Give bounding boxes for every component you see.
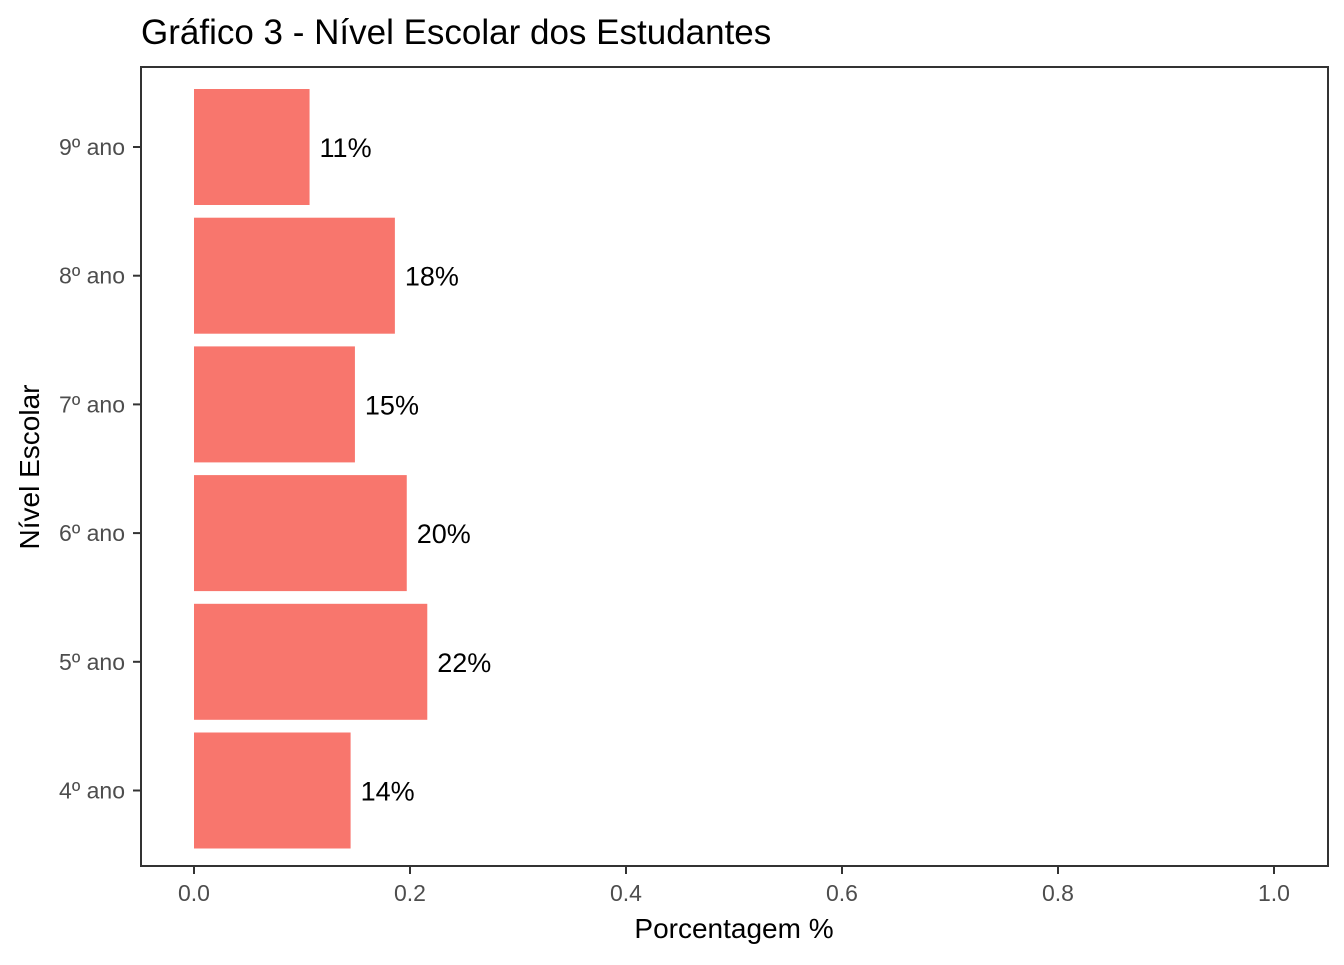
bars-layer: 14% 22% 20% 15% 18% 11% [194, 89, 491, 849]
x-tick-label-5: 1.0 [1258, 880, 1290, 906]
y-tick-label-8ano: 8º ano [59, 263, 125, 289]
x-tick-label-2: 0.4 [610, 880, 642, 906]
y-tick-labels: 4º ano 5º ano 6º ano 7º ano 8º ano 9º ano [59, 134, 141, 804]
x-tick-label-4: 0.8 [1042, 880, 1074, 906]
bar-4ano [194, 732, 351, 849]
x-tick-label-0: 0.0 [178, 880, 210, 906]
y-tick-label-4ano: 4º ano [59, 778, 125, 804]
x-axis-title: Porcentagem % [634, 913, 833, 944]
x-ticks: 0.0 0.2 0.4 0.6 0.8 1.0 [178, 866, 1290, 906]
bar-7ano [194, 346, 355, 463]
x-tick-label-3: 0.6 [826, 880, 858, 906]
data-label-4ano: 14% [361, 777, 415, 807]
bar-5ano [194, 603, 428, 720]
x-tick-label-1: 0.2 [394, 880, 426, 906]
y-tick-label-6ano: 6º ano [59, 520, 125, 546]
y-axis-title: Nível Escolar [14, 385, 45, 550]
data-label-8ano: 18% [405, 262, 459, 292]
y-tick-label-5ano: 5º ano [59, 649, 125, 675]
data-label-6ano: 20% [417, 519, 471, 549]
bar-8ano [194, 217, 395, 334]
bar-6ano [194, 475, 407, 592]
chart-title: Gráfico 3 - Nível Escolar dos Estudantes [141, 13, 771, 52]
y-tick-label-7ano: 7º ano [59, 391, 125, 417]
data-label-5ano: 22% [437, 648, 491, 678]
data-label-7ano: 15% [365, 390, 419, 420]
data-label-9ano: 11% [320, 133, 372, 163]
y-tick-label-9ano: 9º ano [59, 134, 125, 160]
bar-9ano [194, 89, 310, 205]
